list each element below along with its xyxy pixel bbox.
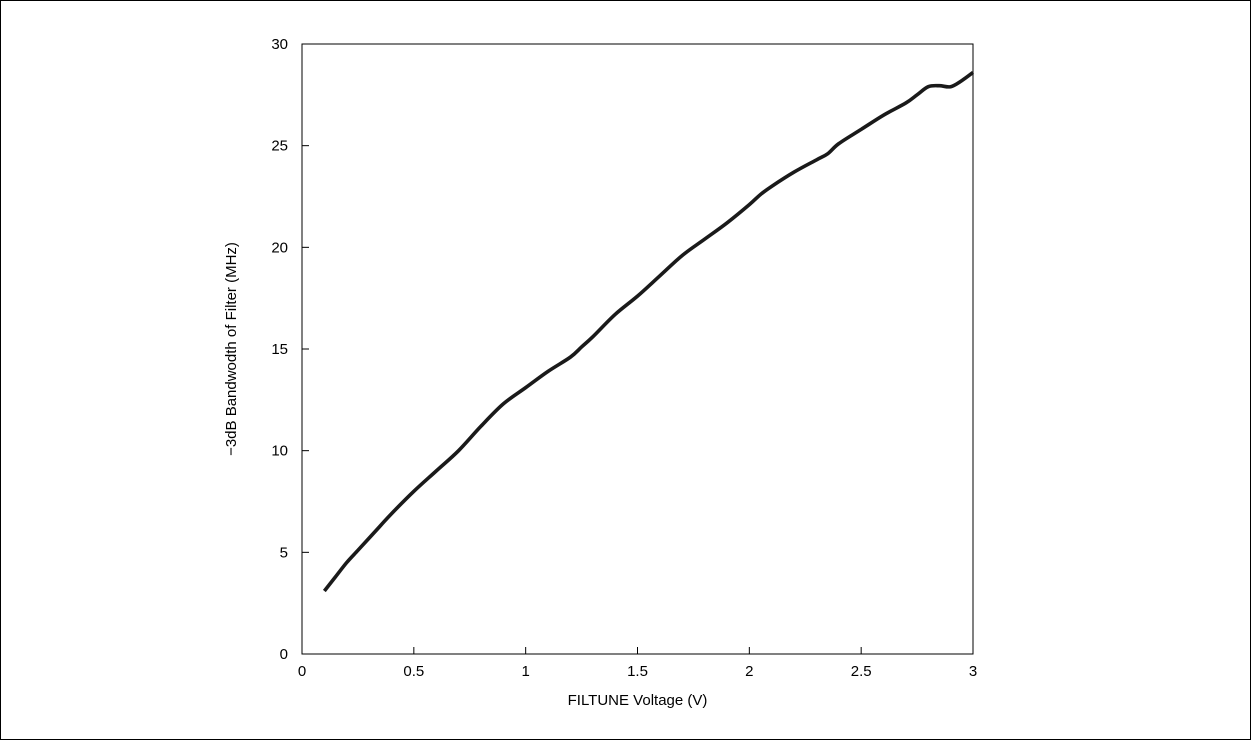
y-axis: 0 5 10 15 20 25 30: [271, 36, 309, 663]
x-tick-label: 0.5: [403, 663, 424, 680]
x-tick-label: 2: [745, 663, 753, 680]
plot-area: [301, 43, 974, 655]
y-tick-label: 20: [271, 239, 288, 256]
x-tick-label: 1.5: [627, 663, 648, 680]
y-tick-label: 25: [271, 138, 288, 155]
x-axis-label: FILTUNE Voltage (V): [568, 692, 708, 709]
y-tick-label: 15: [271, 341, 288, 358]
x-tick-label: 2.5: [851, 663, 872, 680]
x-tick-label: 0: [298, 663, 306, 680]
series-layer: [322, 71, 975, 593]
x-axis: 0 0.5 1 1.5 2 2.5 3: [298, 647, 977, 680]
series-line: [322, 71, 975, 593]
y-tick-label: 30: [271, 36, 288, 53]
y-tick-label: 5: [280, 544, 288, 561]
x-tick-label: 3: [969, 663, 977, 680]
y-tick-label: 10: [271, 443, 288, 460]
y-axis-label: −3dB Bandwodth of Filter (MHz): [223, 242, 240, 456]
plot-border: [301, 43, 974, 655]
x-tick-label: 1: [521, 663, 529, 680]
y-tick-label: 0: [280, 646, 288, 663]
